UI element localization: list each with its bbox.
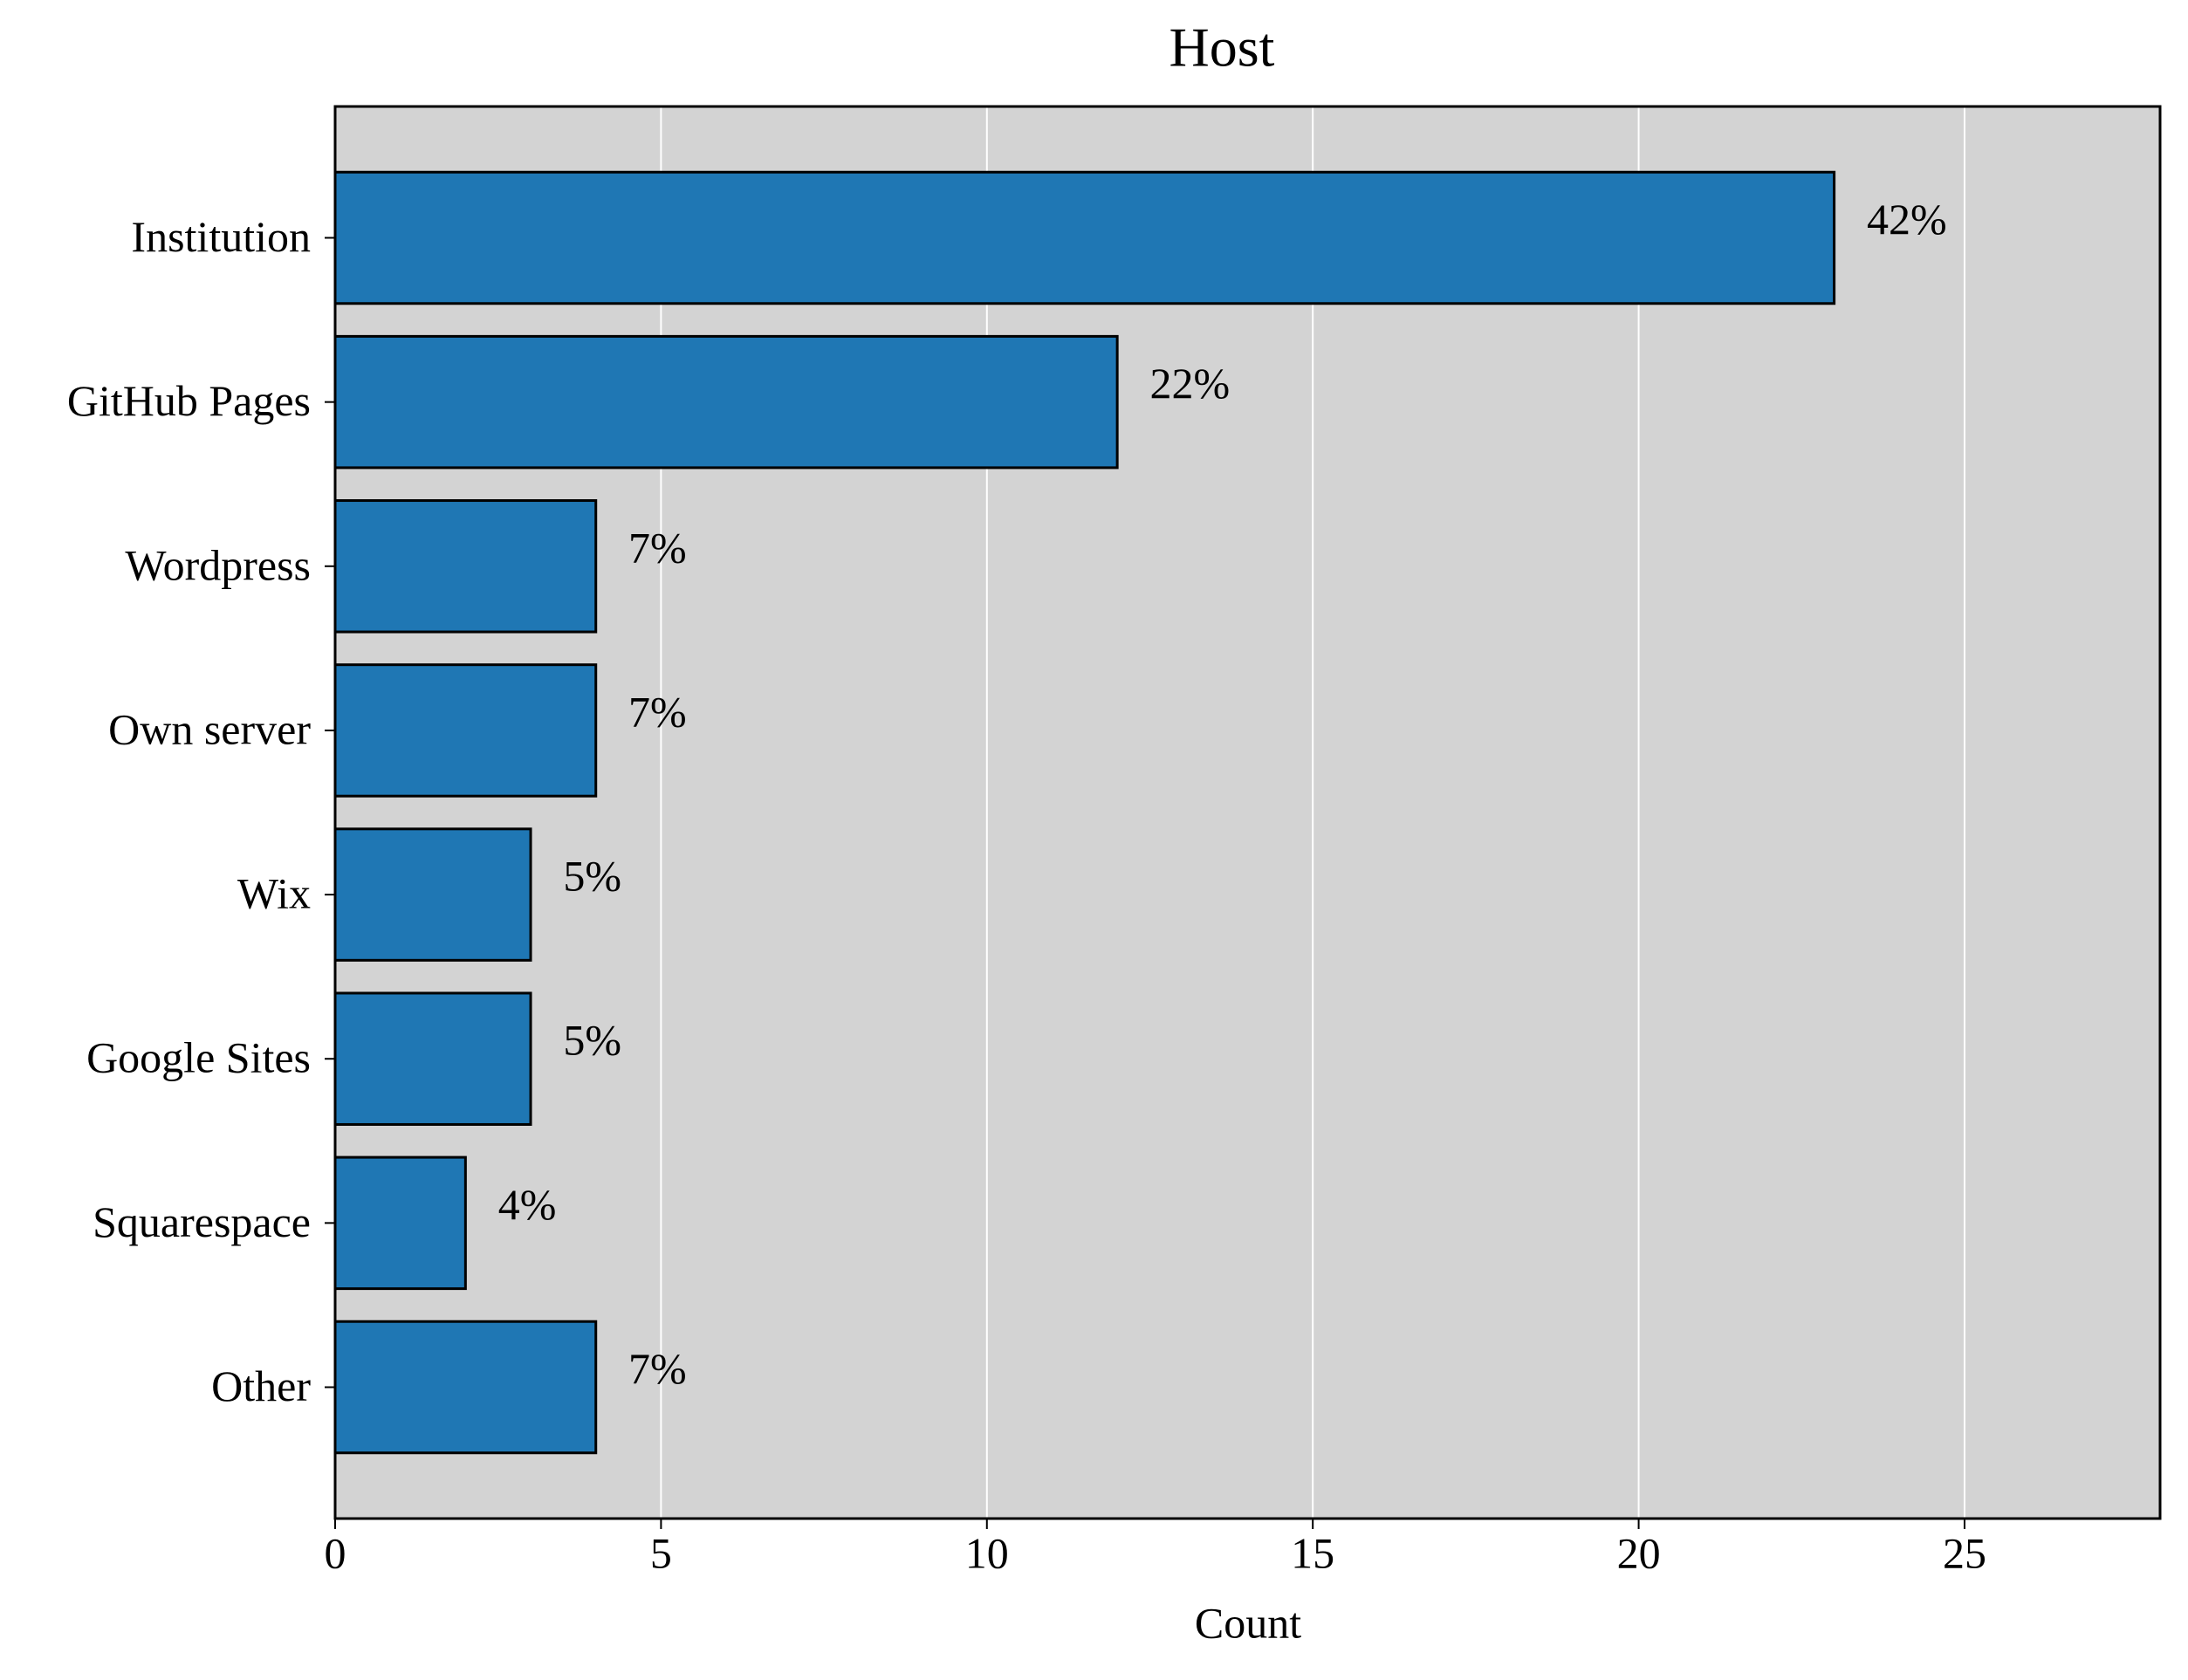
bar bbox=[333, 1155, 467, 1291]
bar bbox=[333, 827, 532, 962]
bar bbox=[333, 991, 532, 1126]
chart-title: Host bbox=[1169, 17, 1275, 79]
y-tick-label: Google Sites bbox=[86, 1033, 311, 1082]
bar bbox=[333, 170, 1836, 305]
bar-annotation: 5% bbox=[563, 852, 621, 901]
bar-annotation: 4% bbox=[498, 1180, 557, 1229]
y-tick-label: Institution bbox=[131, 212, 311, 261]
bar bbox=[333, 1320, 598, 1455]
x-tick-label: 25 bbox=[1943, 1528, 1986, 1577]
bar-annotation: 42% bbox=[1867, 195, 1947, 243]
axes-frame bbox=[333, 105, 2162, 1520]
plot-layer: 42% 22% 7% 7% 5% 5% 4% 7% bbox=[333, 106, 1965, 1519]
x-tick-label: 5 bbox=[650, 1528, 672, 1577]
x-tick-label: 0 bbox=[325, 1528, 346, 1577]
bar-annotation: 7% bbox=[628, 687, 687, 736]
y-tick-label: Squarespace bbox=[93, 1197, 311, 1246]
y-tick-label: Other bbox=[211, 1361, 311, 1410]
bar-annotation: 7% bbox=[628, 523, 687, 572]
y-tick-label: GitHub Pages bbox=[67, 376, 311, 425]
y-tick-label: Own server bbox=[108, 704, 311, 753]
x-tick-label: 15 bbox=[1291, 1528, 1334, 1577]
x-tick-label: 10 bbox=[965, 1528, 1009, 1577]
bar-annotation: 5% bbox=[563, 1016, 621, 1065]
bar bbox=[333, 663, 598, 798]
bar-annotation: 7% bbox=[628, 1344, 687, 1393]
bar bbox=[333, 499, 598, 634]
bar bbox=[333, 334, 1119, 470]
plot-background bbox=[335, 106, 2160, 1519]
bar-annotation: 22% bbox=[1149, 359, 1230, 408]
x-axis-label: Count bbox=[1195, 1598, 1301, 1647]
x-tick-label: 20 bbox=[1617, 1528, 1661, 1577]
y-tick-label: Wordpress bbox=[125, 540, 311, 589]
y-tick-label: Wix bbox=[237, 869, 311, 918]
